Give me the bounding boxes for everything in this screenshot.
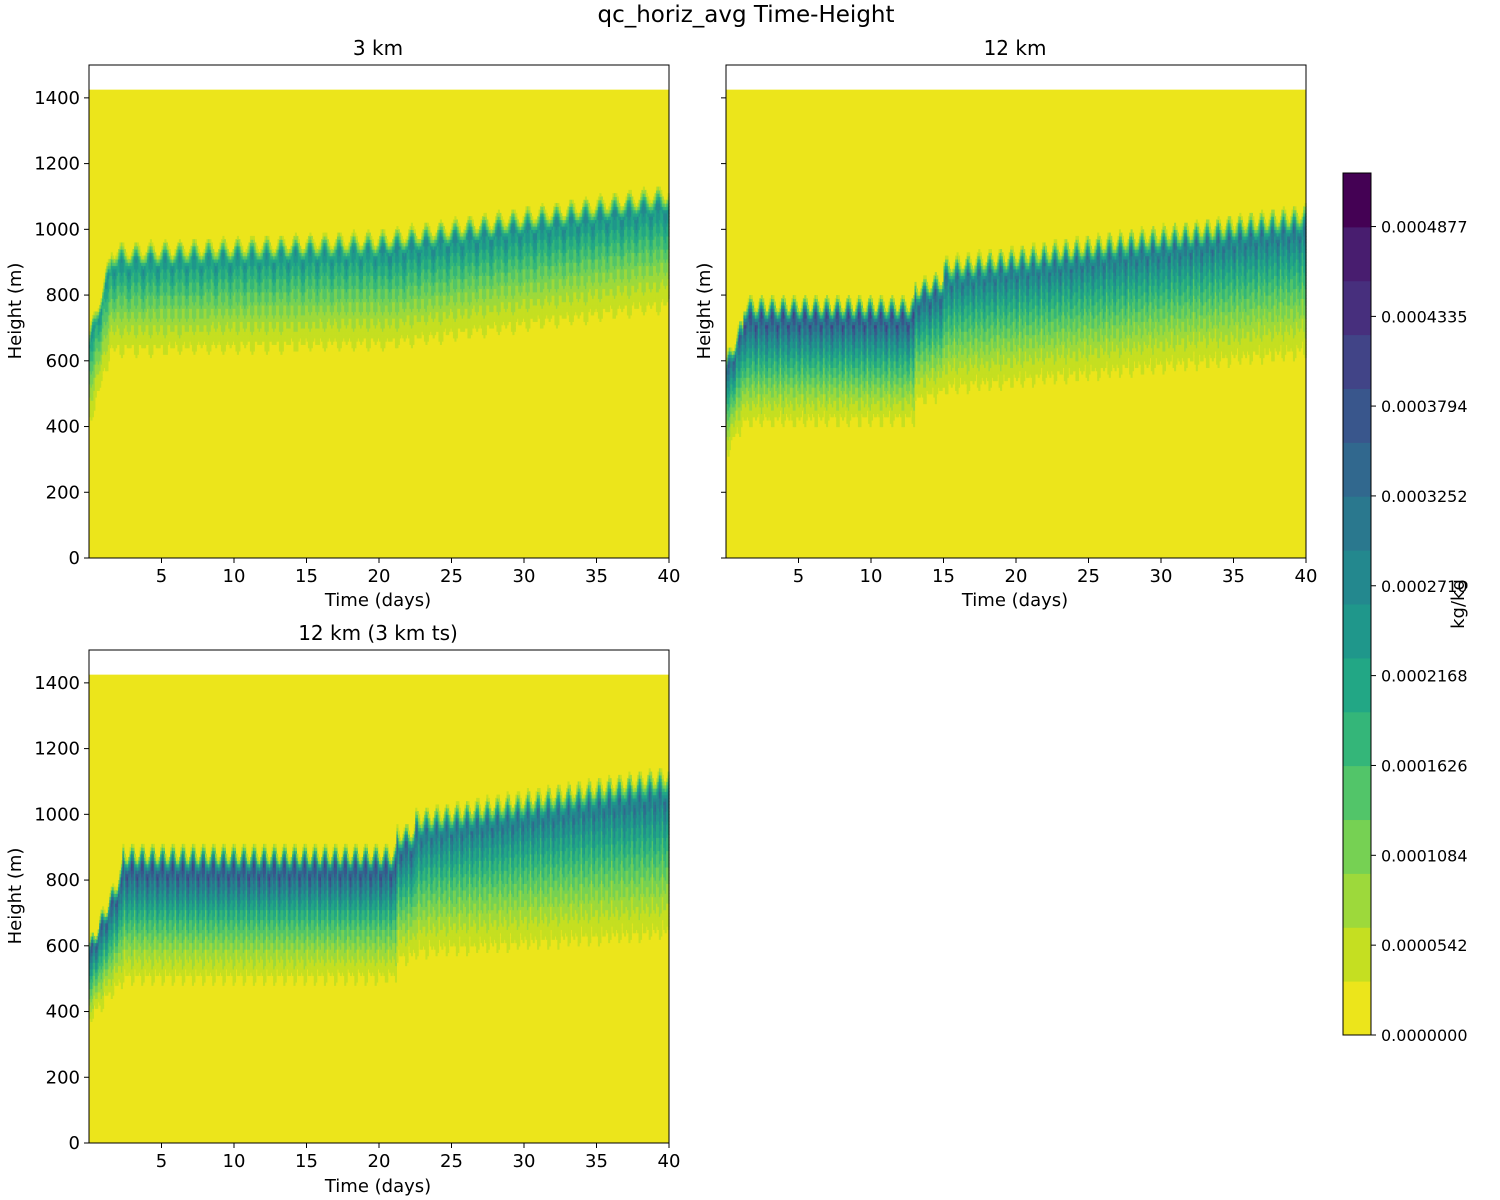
heatmap-cell [122,242,124,246]
heatmap-cell [225,242,227,246]
figure: qc_horiz_avg Time-Height 3 km 5 10 15 20 25 3… [0,0,1500,1200]
heatmap-cell [211,242,213,246]
heatmap-cell [195,239,197,243]
heatmap-cell [267,236,269,240]
heatmap-cell [241,246,243,250]
heatmap-cell [153,246,155,250]
panel-3km: 3 km 5 10 15 20 25 30 35 4002004006008001000120… [5,36,680,611]
heatmap-cell [138,246,140,250]
heatmap-cell [325,233,327,237]
panel-title: 3 km [353,36,403,60]
heatmap-cell [283,239,285,243]
heatmap-cell [253,236,255,240]
heatmap-cell [298,239,300,243]
figure-title: qc_horiz_avg Time-Height [597,2,894,28]
heatmap-cell [169,249,171,253]
